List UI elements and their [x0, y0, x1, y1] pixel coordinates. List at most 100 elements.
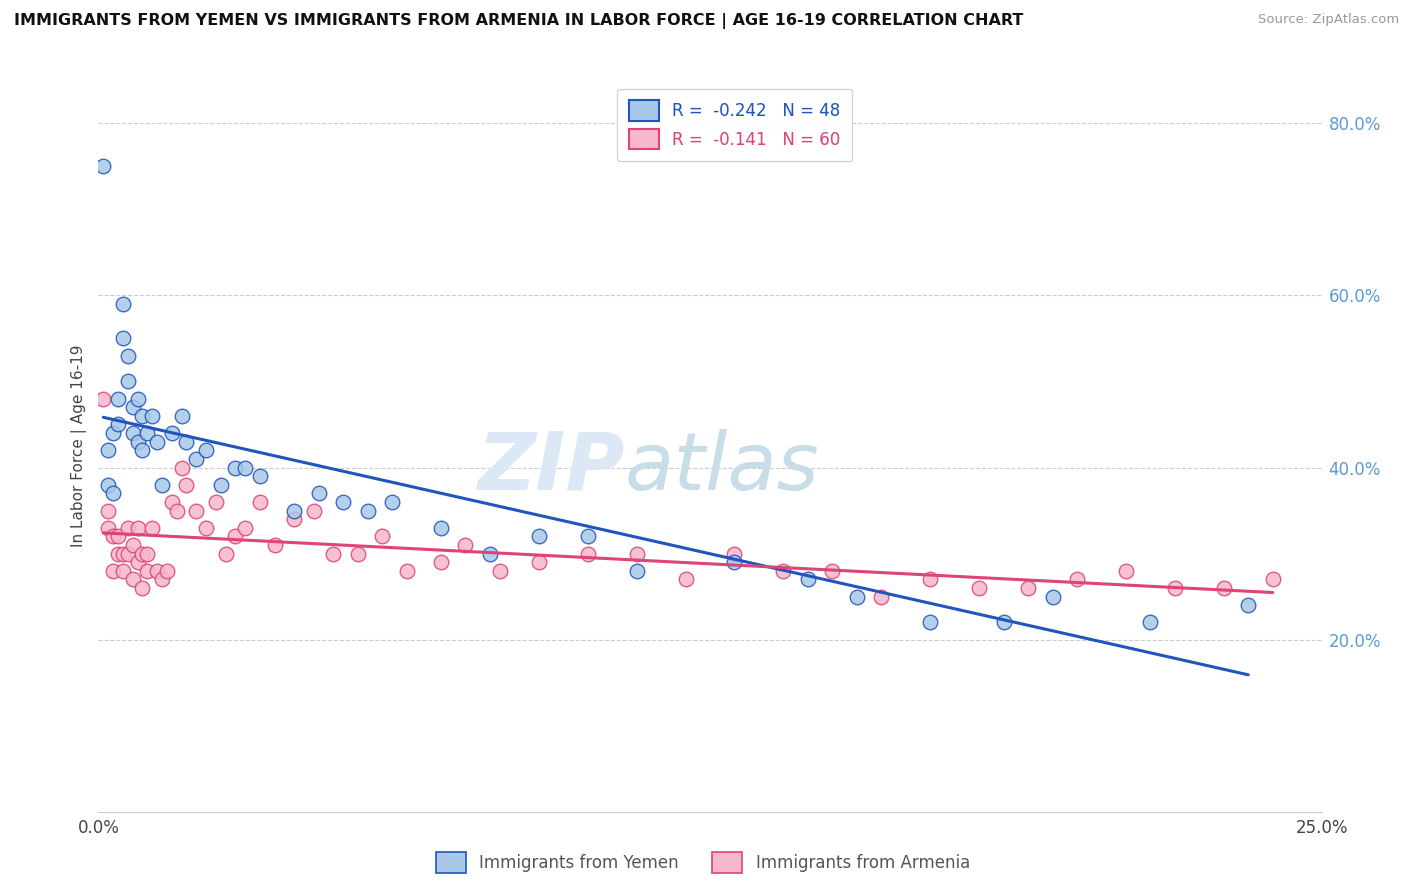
Point — [381, 495, 404, 509]
Point — [97, 521, 120, 535]
Point — [249, 495, 271, 509]
Point — [797, 573, 820, 587]
Point — [111, 297, 134, 311]
Point — [527, 555, 550, 569]
Point — [176, 477, 198, 491]
Point — [283, 512, 305, 526]
Point — [205, 495, 228, 509]
Point — [131, 581, 153, 595]
Point — [131, 547, 153, 561]
Point — [224, 529, 246, 543]
Point — [322, 547, 344, 561]
Point — [91, 392, 114, 406]
Text: atlas: atlas — [624, 429, 820, 507]
Point — [430, 521, 453, 535]
Point — [150, 477, 173, 491]
Point — [1212, 581, 1234, 595]
Point — [121, 401, 143, 415]
Point — [1261, 573, 1284, 587]
Point — [146, 434, 169, 449]
Point — [97, 443, 120, 458]
Point — [91, 159, 114, 173]
Point — [107, 547, 129, 561]
Point — [186, 503, 208, 517]
Point — [967, 581, 990, 595]
Point — [308, 486, 330, 500]
Legend: Immigrants from Yemen, Immigrants from Armenia: Immigrants from Yemen, Immigrants from A… — [429, 846, 977, 880]
Point — [626, 564, 648, 578]
Text: IMMIGRANTS FROM YEMEN VS IMMIGRANTS FROM ARMENIA IN LABOR FORCE | AGE 16-19 CORR: IMMIGRANTS FROM YEMEN VS IMMIGRANTS FROM… — [14, 13, 1024, 29]
Point — [136, 564, 159, 578]
Point — [141, 521, 163, 535]
Point — [821, 564, 844, 578]
Point — [101, 564, 124, 578]
Point — [454, 538, 477, 552]
Point — [302, 503, 325, 517]
Point — [576, 547, 599, 561]
Point — [1164, 581, 1187, 595]
Point — [478, 547, 501, 561]
Point — [371, 529, 394, 543]
Point — [527, 529, 550, 543]
Point — [332, 495, 354, 509]
Point — [111, 331, 134, 345]
Point — [626, 547, 648, 561]
Point — [723, 547, 745, 561]
Text: Source: ZipAtlas.com: Source: ZipAtlas.com — [1258, 13, 1399, 27]
Point — [249, 469, 271, 483]
Point — [146, 564, 169, 578]
Point — [141, 409, 163, 423]
Point — [101, 529, 124, 543]
Point — [870, 590, 893, 604]
Point — [127, 521, 149, 535]
Point — [160, 495, 183, 509]
Point — [1237, 598, 1260, 612]
Point — [1017, 581, 1039, 595]
Point — [97, 503, 120, 517]
Point — [121, 573, 143, 587]
Point — [117, 349, 139, 363]
Point — [395, 564, 418, 578]
Y-axis label: In Labor Force | Age 16-19: In Labor Force | Age 16-19 — [72, 344, 87, 548]
Point — [576, 529, 599, 543]
Point — [127, 555, 149, 569]
Point — [166, 503, 188, 517]
Point — [97, 477, 120, 491]
Point — [136, 426, 159, 441]
Point — [131, 409, 153, 423]
Point — [170, 409, 193, 423]
Point — [195, 443, 218, 458]
Point — [209, 477, 232, 491]
Point — [1139, 615, 1161, 630]
Point — [283, 503, 305, 517]
Point — [772, 564, 794, 578]
Point — [186, 451, 208, 466]
Point — [107, 417, 129, 432]
Point — [117, 521, 139, 535]
Point — [150, 573, 173, 587]
Point — [233, 521, 256, 535]
Point — [263, 538, 285, 552]
Point — [1066, 573, 1088, 587]
Point — [107, 529, 129, 543]
Point — [121, 426, 143, 441]
Point — [675, 573, 697, 587]
Point — [111, 564, 134, 578]
Point — [176, 434, 198, 449]
Point — [920, 573, 942, 587]
Point — [723, 555, 745, 569]
Point — [488, 564, 510, 578]
Point — [156, 564, 179, 578]
Point — [160, 426, 183, 441]
Legend: R =  -0.242   N = 48, R =  -0.141   N = 60: R = -0.242 N = 48, R = -0.141 N = 60 — [617, 88, 852, 161]
Point — [117, 547, 139, 561]
Text: ZIP: ZIP — [477, 429, 624, 507]
Point — [195, 521, 218, 535]
Point — [127, 434, 149, 449]
Point — [107, 392, 129, 406]
Point — [127, 392, 149, 406]
Point — [117, 375, 139, 389]
Point — [430, 555, 453, 569]
Point — [131, 443, 153, 458]
Point — [920, 615, 942, 630]
